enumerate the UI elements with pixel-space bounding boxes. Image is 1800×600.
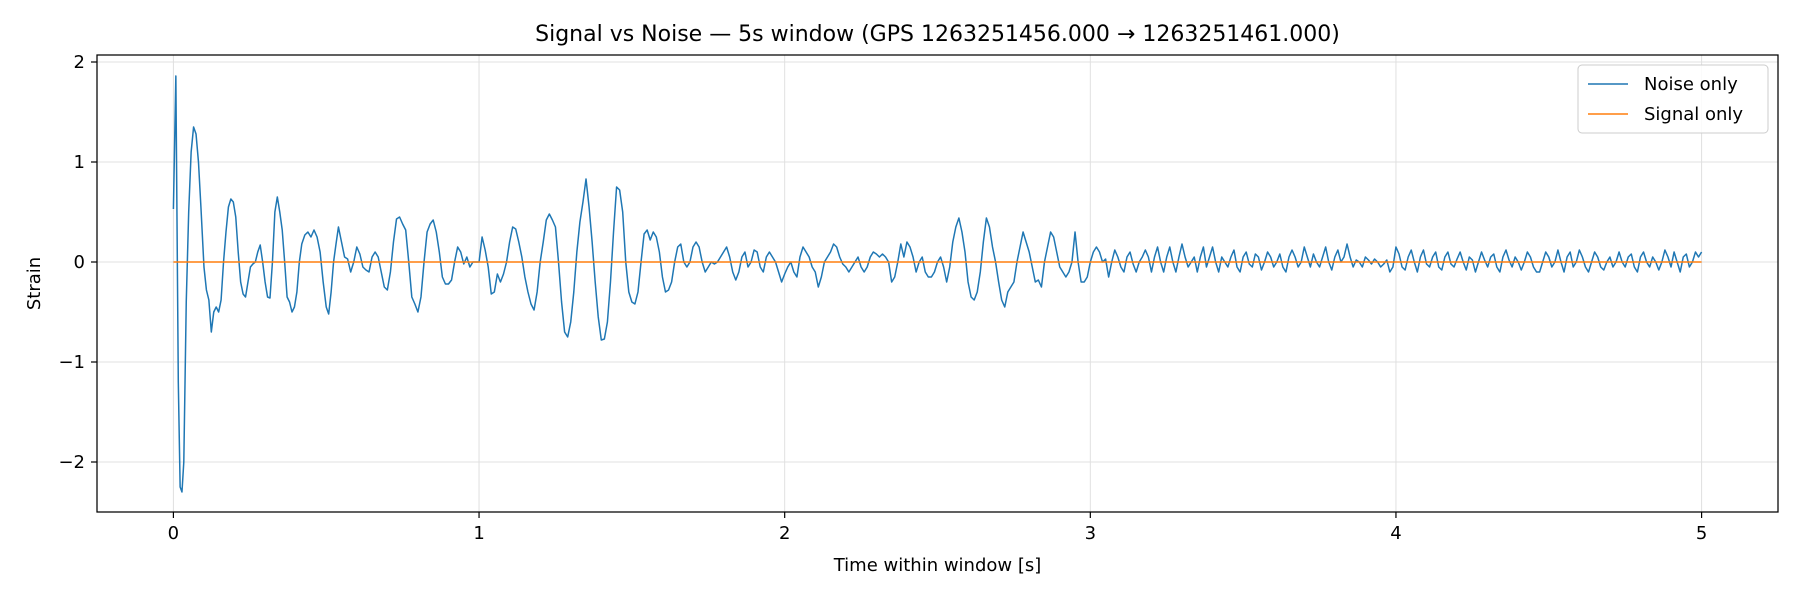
x-tick-label: 2 xyxy=(779,523,790,544)
legend-label-signal-only: Signal only xyxy=(1644,104,1743,125)
grid xyxy=(97,55,1778,512)
y-axis-label: Strain xyxy=(24,257,45,310)
legend: Noise only Signal only xyxy=(1577,64,1769,134)
y-tick-label: 0 xyxy=(74,252,85,273)
x-tick-label: 0 xyxy=(168,523,179,544)
x-axis-label: Time within window [s] xyxy=(833,555,1042,576)
plot-series xyxy=(172,75,1703,493)
axes-frame xyxy=(96,54,1779,513)
legend-label-noise-only: Noise only xyxy=(1644,74,1738,95)
x-tick-label: 1 xyxy=(473,523,484,544)
y-tick-label: −1 xyxy=(58,352,85,373)
legend-box xyxy=(1577,64,1769,134)
y-tick-label: −2 xyxy=(58,452,85,473)
x-tick-label: 3 xyxy=(1085,523,1096,544)
y-tick-label: 2 xyxy=(74,52,85,73)
x-tick-label: 5 xyxy=(1696,523,1707,544)
series-line-noise-only xyxy=(172,75,1703,493)
y-tick-label: 1 xyxy=(74,152,85,173)
x-tick-label: 4 xyxy=(1390,523,1401,544)
chart-title: Signal vs Noise — 5s window (GPS 1263251… xyxy=(535,22,1340,47)
axis-ticks: 0 1 2 3 4 5 −2 −1 0 1 2 xyxy=(58,52,1707,544)
